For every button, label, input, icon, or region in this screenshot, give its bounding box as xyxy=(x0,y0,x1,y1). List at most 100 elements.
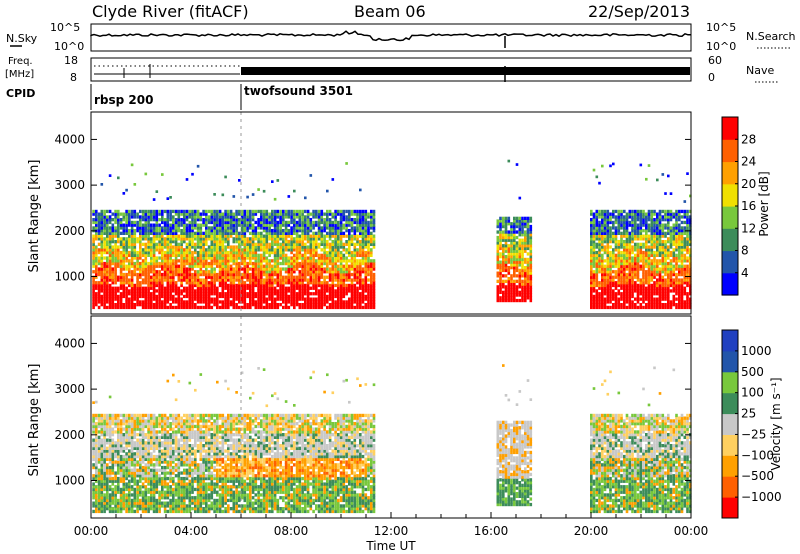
heatmap-cell xyxy=(106,215,109,219)
heatmap-cell xyxy=(172,234,175,238)
heatmap-cell xyxy=(507,296,511,300)
heatmap-cell xyxy=(130,229,134,233)
heatmap-cell xyxy=(152,292,156,296)
heatmap-cell xyxy=(155,209,159,214)
heatmap-cell xyxy=(100,183,104,186)
heatmap-cell xyxy=(166,229,170,233)
heatmap-cell xyxy=(221,229,225,233)
y-tick-label: 4000 xyxy=(54,132,85,146)
heatmap-cell xyxy=(183,231,186,235)
heatmap-cell xyxy=(337,212,340,216)
heatmap-cell xyxy=(128,209,131,214)
heatmap-cell xyxy=(158,223,161,227)
heatmap-cell xyxy=(130,275,134,279)
heatmap-cell xyxy=(315,259,318,263)
heatmap-cell xyxy=(172,248,175,252)
heatmap-cell xyxy=(282,245,285,249)
heatmap-cell xyxy=(664,209,667,214)
heatmap-cell xyxy=(680,250,684,255)
heatmap-cell xyxy=(174,261,178,266)
heatmap-cell xyxy=(144,250,148,255)
heatmap-cell xyxy=(271,272,274,277)
heatmap-cell xyxy=(510,288,513,292)
heatmap-cell xyxy=(229,248,233,252)
heatmap-cell xyxy=(510,290,513,294)
heatmap-cell xyxy=(284,234,288,238)
heatmap-cell xyxy=(172,286,175,290)
heatmap-cell xyxy=(95,490,98,494)
heatmap-cell xyxy=(350,229,354,233)
heatmap-cell xyxy=(111,218,115,222)
heatmap-cell xyxy=(185,294,189,299)
heatmap-cell xyxy=(625,261,629,266)
heatmap-cell xyxy=(213,297,216,301)
heatmap-cell xyxy=(348,229,351,233)
heatmap-cell xyxy=(163,292,167,296)
heatmap-cell xyxy=(227,256,230,260)
heatmap-cell xyxy=(227,305,230,310)
heatmap-cell xyxy=(364,220,368,225)
heatmap-cell xyxy=(683,256,687,260)
heatmap-cell xyxy=(372,303,376,307)
heatmap-cell xyxy=(227,270,230,274)
heatmap-cell xyxy=(345,303,348,307)
heatmap-cell xyxy=(293,286,296,290)
heatmap-cell xyxy=(213,253,216,257)
heatmap-cell xyxy=(656,250,659,255)
heatmap-cell xyxy=(97,493,101,497)
heatmap-cell xyxy=(353,231,357,235)
heatmap-cell xyxy=(348,264,351,268)
heatmap-cell xyxy=(683,264,687,268)
heatmap-cell xyxy=(180,272,183,277)
heatmap-cell xyxy=(251,300,255,304)
heatmap-cell xyxy=(628,283,632,288)
heatmap-cell xyxy=(595,292,599,296)
heatmap-cell xyxy=(614,220,618,225)
heatmap-cell xyxy=(177,300,181,304)
heatmap-cell xyxy=(361,283,365,288)
heatmap-cell xyxy=(331,234,335,238)
heatmap-cell xyxy=(194,292,197,296)
heatmap-cell xyxy=(645,242,648,246)
heatmap-cell xyxy=(265,231,269,235)
heatmap-cell xyxy=(183,248,186,252)
heatmap-cell xyxy=(141,300,145,304)
heatmap-cell xyxy=(108,237,112,241)
heatmap-cell xyxy=(298,270,302,274)
heatmap-cell xyxy=(152,198,156,201)
heatmap-cell xyxy=(224,226,227,230)
heatmap-cell xyxy=(312,303,315,307)
heatmap-cell xyxy=(301,212,304,216)
heatmap-cell xyxy=(518,293,522,297)
heatmap-cell xyxy=(295,220,299,225)
heatmap-cell xyxy=(273,234,277,238)
heatmap-cell xyxy=(185,242,189,246)
heatmap-cell xyxy=(119,303,123,307)
heatmap-cell xyxy=(290,242,293,246)
heatmap-cell xyxy=(367,292,370,296)
heatmap-cell xyxy=(326,215,329,219)
heatmap-cell xyxy=(95,272,98,277)
heatmap-cell xyxy=(356,261,359,266)
heatmap-cell xyxy=(125,215,128,219)
heatmap-cell xyxy=(664,278,667,282)
heatmap-cell xyxy=(675,218,678,222)
heatmap-cell xyxy=(155,248,159,252)
heatmap-cell xyxy=(518,224,522,229)
heatmap-cell xyxy=(183,259,186,263)
heatmap-cell xyxy=(328,234,332,238)
heatmap-cell xyxy=(315,231,318,235)
heatmap-cell xyxy=(218,272,222,277)
heatmap-cell xyxy=(163,231,167,235)
heatmap-cell xyxy=(370,272,373,277)
heatmap-cell xyxy=(510,238,513,242)
heatmap-cell xyxy=(254,305,258,310)
heatmap-cell xyxy=(158,303,161,307)
heatmap-cell xyxy=(315,264,318,268)
heatmap-cell xyxy=(235,261,238,266)
heatmap-cell xyxy=(295,212,299,216)
colorbar-tick-label: 28 xyxy=(741,132,756,146)
heatmap-cell xyxy=(620,259,623,263)
heatmap-cell xyxy=(359,270,362,274)
heatmap-cell xyxy=(97,507,101,511)
